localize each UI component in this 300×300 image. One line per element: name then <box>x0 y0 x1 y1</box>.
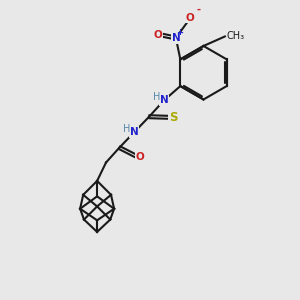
Text: CH₃: CH₃ <box>226 31 244 41</box>
Text: S: S <box>169 111 177 124</box>
Text: N: N <box>172 33 180 43</box>
Text: +: + <box>176 28 184 37</box>
Text: H: H <box>123 124 130 134</box>
Text: O: O <box>136 152 145 162</box>
Text: O: O <box>185 13 194 23</box>
Text: N: N <box>130 127 139 137</box>
Text: N: N <box>160 95 168 105</box>
Text: O: O <box>153 30 162 40</box>
Text: H: H <box>153 92 160 102</box>
Text: -: - <box>197 4 201 14</box>
